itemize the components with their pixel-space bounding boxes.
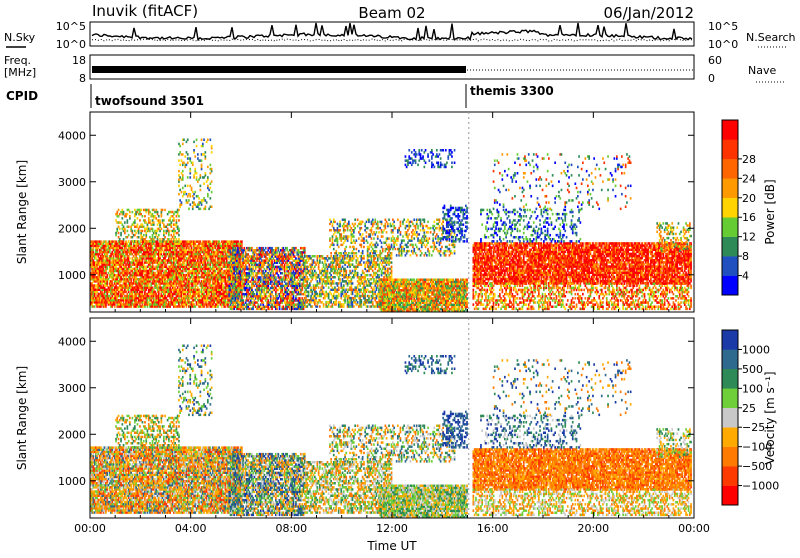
cpid-label: CPID	[6, 89, 38, 103]
nave-label: Nave	[748, 64, 776, 77]
freq-unit-label: [MHz]	[4, 66, 36, 79]
date-title: 06/Jan/2012	[604, 4, 695, 22]
noise-left-tick-bottom: 10^0	[56, 38, 86, 51]
freq-trace-twofsound	[92, 66, 466, 73]
station-title: Inuvik (fitACF)	[92, 2, 198, 20]
freq-left-tick-top: 18	[72, 54, 86, 67]
nsearch-label: N.Search	[746, 31, 796, 44]
noise-sky-line	[92, 23, 692, 40]
cpid-segment-themis: themis 3300	[470, 84, 554, 98]
freq-left-tick-bottom: 8	[79, 72, 86, 85]
beam-title: Beam 02	[358, 4, 425, 22]
plot-svg: Inuvik (fitACF) Beam 02 06/Jan/2012 10^5…	[0, 0, 800, 554]
noise-left-tick-top: 10^5	[56, 20, 86, 33]
heatmap-cell	[129, 257, 131, 260]
noise-panel	[90, 22, 694, 46]
noise-right-tick-bottom: 10^0	[708, 38, 738, 51]
freq-right-tick-bottom: 0	[708, 72, 715, 85]
nsky-label: N.Sky	[4, 31, 36, 44]
cpid-segment-twofsound: twofsound 3501	[95, 94, 204, 108]
noise-right-tick-top: 10^5	[708, 20, 738, 33]
freq-right-tick-top: 60	[708, 54, 722, 67]
power-heatmap-cells	[90, 139, 692, 313]
radar-summary-plot: Inuvik (fitACF) Beam 02 06/Jan/2012 10^5…	[0, 0, 800, 554]
